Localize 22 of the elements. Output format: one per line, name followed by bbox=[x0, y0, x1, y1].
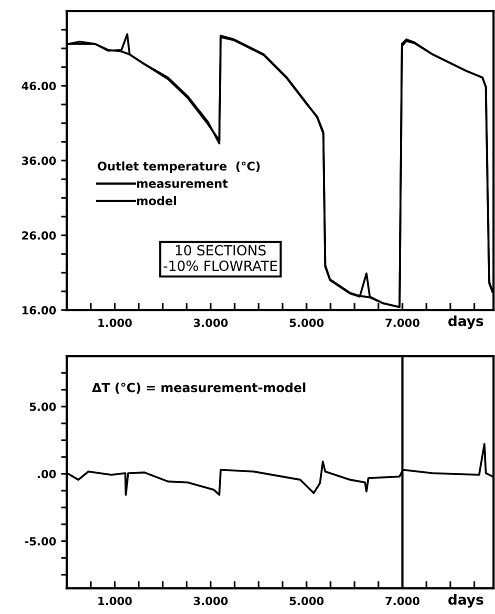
x-axis-title: days bbox=[448, 594, 484, 608]
annotation: 10 SECTIONS -10% FLOWRATE bbox=[164, 244, 278, 272]
y-tick-label: 26.00 bbox=[22, 231, 56, 240]
x-tick-label: 3.000 bbox=[194, 596, 228, 606]
legend-title: Outlet temperature (°C) bbox=[98, 161, 260, 173]
x-tick-label: 7.000 bbox=[386, 318, 420, 328]
x-axis-title: days bbox=[448, 315, 484, 330]
annotation: ΔT (°C) = measurement-model bbox=[92, 382, 306, 394]
y-tick-label: 36.00 bbox=[22, 156, 56, 165]
y-tick-label: 16.00 bbox=[22, 306, 56, 314]
y-tick-label: -5.00 bbox=[24, 537, 56, 546]
x-tick-label: 1.000 bbox=[98, 318, 132, 328]
x-tick-label: 5.000 bbox=[290, 596, 324, 606]
y-tick-label: 5.00 bbox=[30, 402, 56, 411]
y-tick-label: 46.00 bbox=[22, 82, 56, 90]
y-tick-label: .00 bbox=[38, 470, 56, 478]
legend-label: model bbox=[137, 196, 176, 206]
x-tick-label: 7.000 bbox=[386, 596, 420, 606]
legend-label: measurement bbox=[137, 179, 228, 188]
x-tick-label: 3.000 bbox=[194, 318, 228, 328]
x-tick-label: 5.000 bbox=[290, 318, 324, 328]
x-tick-label: 1.000 bbox=[98, 596, 132, 606]
